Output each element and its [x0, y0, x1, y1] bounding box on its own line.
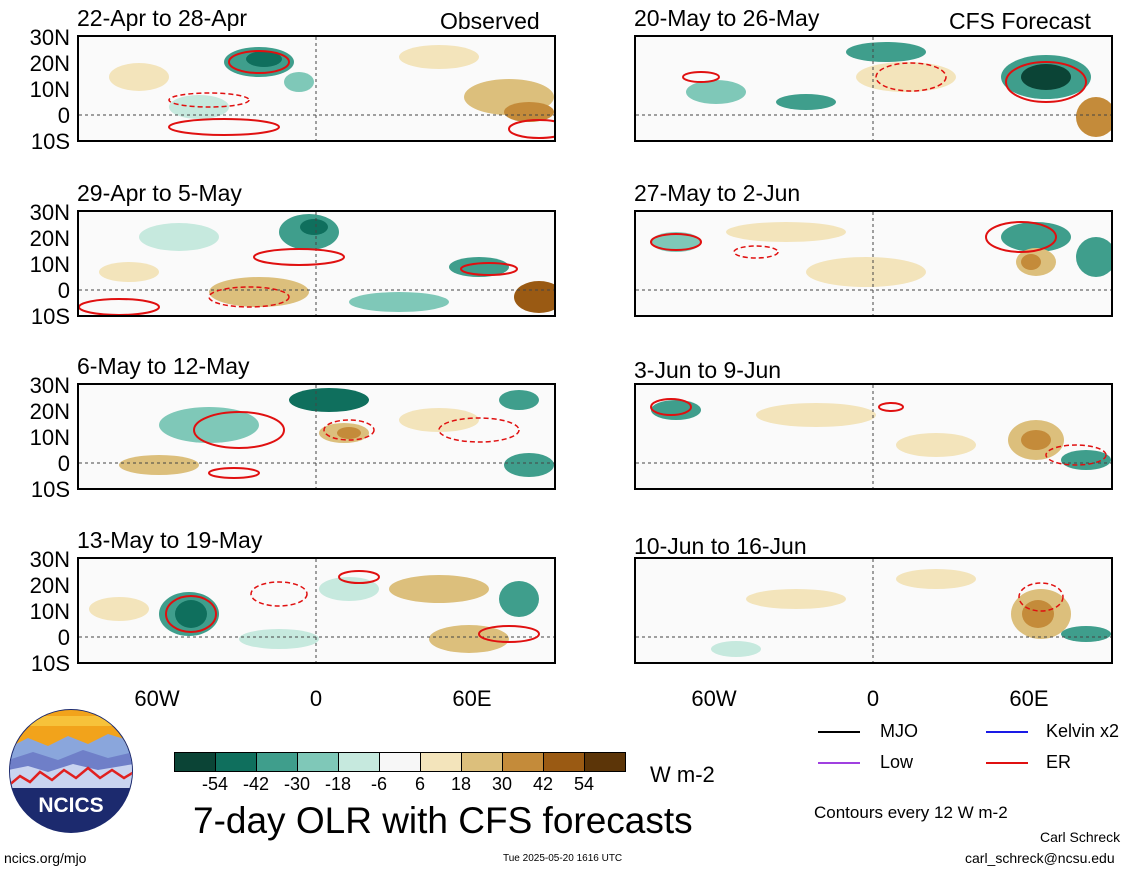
observed-label: Observed — [440, 8, 540, 34]
olr-map-panel-5 — [77, 383, 556, 490]
colorbar-swatch — [216, 753, 257, 771]
ncics-logo: NCICS — [8, 708, 134, 834]
lat-label: 10S — [30, 304, 70, 329]
colorbar-tick: -6 — [370, 774, 387, 794]
lat-label: 20N — [29, 399, 70, 424]
author-email[interactable]: carl_schreck@ncsu.edu — [965, 850, 1115, 866]
timestamp: Tue 2025-05-20 1616 UTC — [503, 853, 623, 864]
olr-map-graphic — [636, 212, 1111, 315]
colorbar-tick: -54 — [201, 774, 228, 794]
olr-map-panel-2 — [634, 35, 1113, 142]
lon-label: 0 — [866, 686, 880, 711]
panel-title-2: 20-May to 26-May — [634, 5, 820, 31]
panel-title-1: 22-Apr to 28-Apr — [77, 5, 248, 31]
colorbar-tick: 6 — [414, 774, 425, 794]
olr-map-graphic — [79, 37, 554, 140]
olr-map-graphic — [79, 559, 554, 662]
colorbar-swatch — [339, 753, 380, 771]
lat-label: 30N — [29, 200, 70, 225]
lat-label: 20N — [29, 226, 70, 251]
colorbar-swatch — [462, 753, 503, 771]
colorbar-tick: -42 — [242, 774, 269, 794]
panel-title-6: 3-Jun to 9-Jun — [634, 357, 782, 383]
low-legend-label: Low — [880, 752, 914, 772]
lon-label: 60E — [1009, 686, 1049, 711]
lat-label: 0 — [57, 103, 70, 128]
lat-label: 10N — [29, 425, 70, 450]
panel-title-5: 6-May to 12-May — [77, 353, 250, 379]
colorbar-tick: 18 — [450, 774, 472, 794]
colorbar-swatch — [380, 753, 421, 771]
olr-map-panel-4 — [634, 210, 1113, 317]
olr-map-graphic — [636, 385, 1111, 488]
low-legend-line — [818, 762, 860, 764]
lat-label: 30N — [29, 25, 70, 50]
main-title: 7-day OLR with CFS forecasts — [193, 800, 693, 841]
lat-label: 20N — [29, 573, 70, 598]
lon-label: 0 — [309, 686, 323, 711]
colorbar-swatch — [544, 753, 585, 771]
logo-text: NCICS — [38, 794, 103, 817]
olr-map-panel-1 — [77, 35, 556, 142]
colorbar-tick: -30 — [283, 774, 310, 794]
author-name: Carl Schreck — [1040, 829, 1121, 845]
lat-label: 0 — [57, 451, 70, 476]
lat-label: 10N — [29, 77, 70, 102]
colorbar — [174, 752, 626, 772]
contour-note: Contours every 12 W m-2 — [814, 803, 1008, 822]
colorbar-swatch — [503, 753, 544, 771]
lat-label: 10N — [29, 599, 70, 624]
panel-title-3: 29-Apr to 5-May — [77, 180, 242, 206]
colorbar-tick: 30 — [491, 774, 513, 794]
lon-label: 60E — [452, 686, 492, 711]
lon-label: 60W — [691, 686, 737, 711]
olr-map-panel-3 — [77, 210, 556, 317]
mjo-legend-line — [818, 731, 860, 733]
site-link[interactable]: ncics.org/mjo — [4, 850, 87, 866]
lat-label: 10S — [30, 477, 70, 502]
lat-label: 20N — [29, 51, 70, 76]
colorbar-tick: -18 — [324, 774, 351, 794]
lon-label: 60W — [134, 686, 180, 711]
lat-label: 30N — [29, 547, 70, 572]
colorbar-swatch — [257, 753, 298, 771]
colorbar-tick: 54 — [573, 774, 595, 794]
er-legend-label: ER — [1046, 752, 1072, 772]
lat-label: 30N — [29, 373, 70, 398]
colorbar-swatch — [421, 753, 462, 771]
lat-label: 10N — [29, 252, 70, 277]
lat-label: 10S — [30, 651, 70, 676]
colorbar-swatch — [175, 753, 216, 771]
kelvin-legend-line — [986, 731, 1028, 733]
panel-title-8: 10-Jun to 16-Jun — [634, 533, 807, 559]
olr-map-graphic — [79, 385, 554, 488]
olr-map-graphic — [79, 212, 554, 315]
panel-title-7: 13-May to 19-May — [77, 527, 263, 553]
colorbar-swatch — [585, 753, 625, 771]
kelvin-legend-label: Kelvin x2 — [1046, 721, 1120, 741]
lat-label: 0 — [57, 625, 70, 650]
olr-map-panel-7 — [77, 557, 556, 664]
lat-label: 10S — [30, 129, 70, 154]
olr-map-panel-8 — [634, 557, 1113, 664]
mjo-legend-label: MJO — [880, 721, 918, 741]
colorbar-tick: 42 — [532, 774, 554, 794]
olr-map-graphic — [636, 559, 1111, 662]
er-legend-line — [986, 762, 1028, 764]
panel-title-4: 27-May to 2-Jun — [634, 180, 801, 206]
colorbar-units: W m-2 — [650, 762, 715, 787]
colorbar-swatch — [298, 753, 339, 771]
cfs-forecast-label: CFS Forecast — [949, 8, 1091, 34]
olr-map-graphic — [636, 37, 1111, 140]
lat-label: 0 — [57, 278, 70, 303]
olr-map-panel-6 — [634, 383, 1113, 490]
